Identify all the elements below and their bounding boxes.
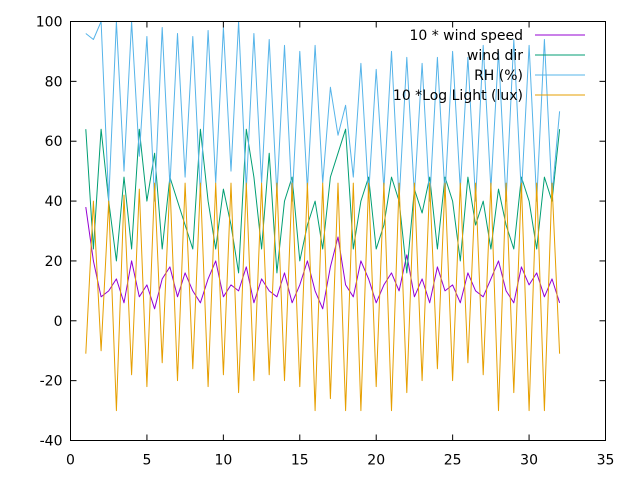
x-tick-label: 35 [597,453,615,469]
y-tick-label: -40 [40,434,63,450]
series-layer [85,21,561,412]
tick-layer: 0 5 10 15 20 25 30 35 -40 -20 0 20 40 60 80 100 [36,15,615,469]
x-tick-label: 30 [520,453,538,469]
x-tick-label: 10 [214,453,232,469]
series-line-2 [85,128,561,274]
x-tick-label: 15 [291,453,309,469]
legend-label-4: 10 *Log Light (lux) [393,88,523,104]
legend-label-3: RH (%) [474,68,523,84]
x-tick-label: 25 [444,453,462,469]
y-tick-label: -20 [40,374,63,390]
x-tick-label: 20 [367,453,385,469]
legend: 10 * wind speed wind dir RH (%) 10 *Log Lig… [393,28,585,104]
y-tick-label: 20 [45,254,63,270]
y-tick-label: 0 [54,314,63,330]
y-tick-label: 80 [45,74,63,90]
series-line-4 [85,182,561,412]
x-tick-label: 0 [66,453,75,469]
y-tick-label: 60 [45,134,63,150]
x-tick-label: 5 [142,453,151,469]
y-tick-label: 40 [45,194,63,210]
legend-label-2: wind dir [467,48,523,64]
legend-label-1: 10 * wind speed [409,28,523,44]
series-line-1 [85,207,561,310]
y-tick-label: 100 [36,15,63,31]
plot-area-frame [70,21,606,441]
